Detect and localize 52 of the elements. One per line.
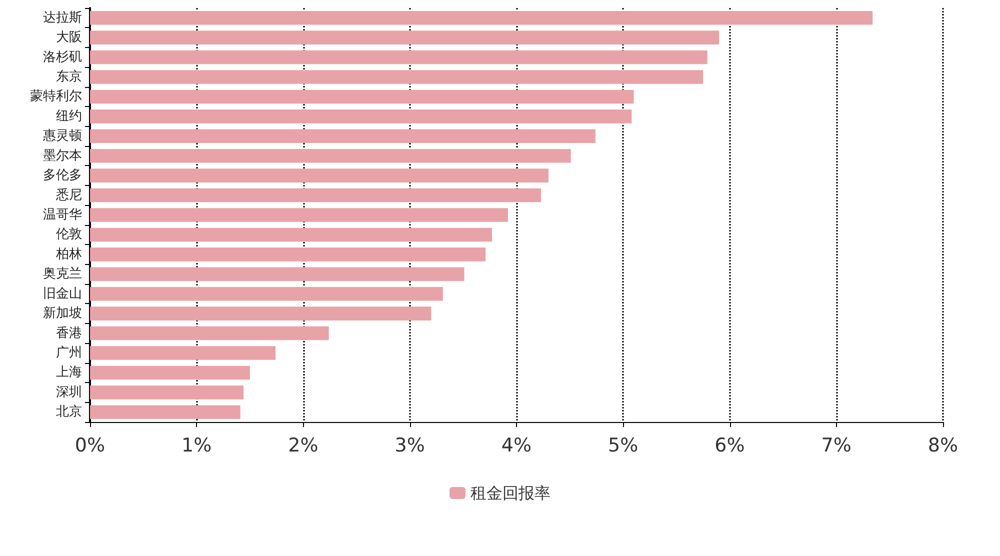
y-tick-label: 奥克兰 [43, 266, 82, 282]
x-tick-label: 3% [394, 434, 425, 456]
y-tick-label: 达拉斯 [43, 10, 82, 26]
bar [90, 70, 704, 84]
bar [90, 168, 548, 182]
y-tick-label: 纽约 [56, 108, 82, 124]
y-tick-label: 墨尔本 [43, 148, 82, 164]
y-tick-label: 广州 [56, 346, 82, 360]
bar [90, 306, 432, 320]
x-tick-label: 2% [288, 434, 318, 456]
y-tick-label: 柏林 [55, 246, 82, 262]
x-tick-label: 0% [74, 434, 106, 456]
y-tick-label: 北京 [56, 404, 82, 420]
y-tick-label: 悉尼 [55, 188, 82, 203]
x-tick-label: 1% [182, 434, 212, 456]
x-tick-label: 5% [608, 434, 638, 456]
legend-label: 租金回报率 [470, 484, 550, 502]
bar [90, 10, 873, 25]
y-tick-label: 深圳 [56, 384, 82, 400]
bar [90, 129, 596, 144]
bar [90, 366, 250, 380]
y-tick-label: 洛杉矶 [43, 50, 82, 65]
bar [90, 286, 443, 301]
bar [90, 248, 486, 262]
bar [90, 90, 634, 104]
x-tick-label: 4% [501, 434, 532, 456]
y-tick-label: 上海 [56, 365, 82, 380]
bar [90, 346, 276, 360]
y-tick-label: 惠灵顿 [42, 128, 82, 144]
bar [90, 30, 720, 44]
bar [90, 386, 244, 400]
y-tick-label: 新加坡 [43, 306, 82, 322]
x-tick-label: 7% [821, 434, 852, 456]
x-tick-label: 6% [714, 434, 745, 456]
bar [90, 50, 708, 64]
bar [90, 228, 492, 242]
bar [90, 208, 508, 222]
y-tick-label: 旧金山 [43, 286, 82, 302]
y-tick-label: 香港 [56, 326, 82, 341]
y-tick-label: 东京 [56, 70, 82, 84]
bar [90, 188, 542, 202]
bar [90, 405, 240, 420]
y-tick-label: 伦敦 [56, 227, 82, 242]
y-tick-label: 温哥华 [43, 208, 82, 222]
y-tick-label: 多伦多 [43, 168, 82, 184]
bar [90, 148, 571, 163]
x-tick-label: 8% [928, 434, 958, 456]
bar [90, 326, 329, 340]
y-tick-label: 大阪 [56, 30, 82, 46]
bar [90, 267, 464, 282]
y-tick-label: 蒙特利尔 [30, 89, 82, 104]
bar [90, 110, 632, 124]
